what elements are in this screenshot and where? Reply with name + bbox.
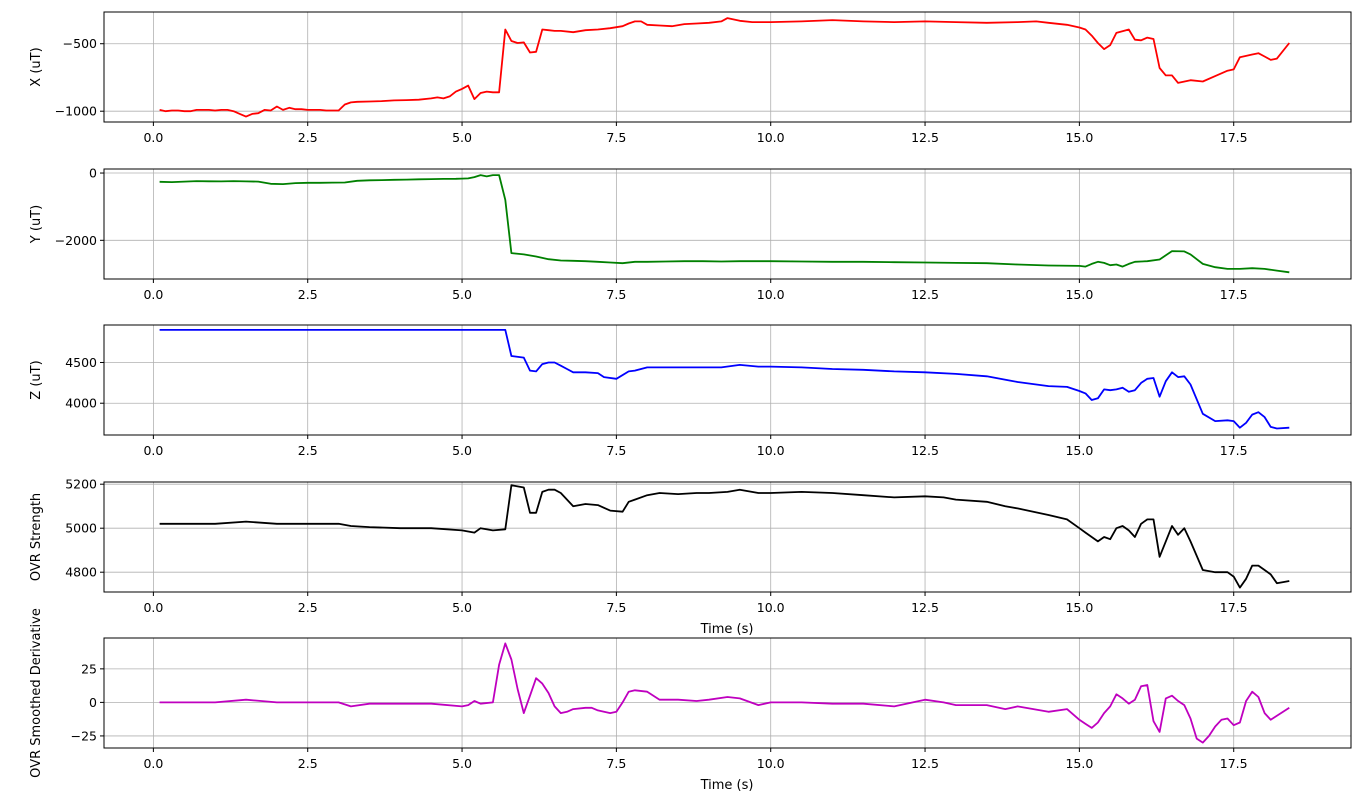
plot-frame	[103, 11, 1352, 123]
x-tick-label: 17.5	[1220, 130, 1248, 145]
y-tick-label: 4800	[65, 565, 97, 580]
x-axis-panel: 0.0 2.5 5.0 7.5 10.0 12.5 15.0 17.5 −1000 −500 X (…	[29, 11, 1352, 145]
x-tick-label: 7.5	[606, 756, 626, 771]
x-tick-label: 10.0	[757, 756, 785, 771]
y-axis-label: OVR Strength	[29, 493, 44, 581]
x-tick-label: 7.5	[606, 443, 626, 458]
x-tick-label: 15.0	[1065, 600, 1093, 615]
series-line	[159, 484, 1290, 589]
x-tick-label: 7.5	[606, 130, 626, 145]
plot-frame	[103, 324, 1352, 436]
x-tick-label: 2.5	[298, 287, 318, 302]
x-tick-label: 15.0	[1065, 756, 1093, 771]
x-tick-label: 12.5	[911, 756, 939, 771]
x-tick-label: 17.5	[1220, 287, 1248, 302]
x-axis-label: Time (s)	[700, 778, 754, 793]
x-tick-label: 10.0	[757, 130, 785, 145]
x-tick-label: 15.0	[1065, 130, 1093, 145]
x-tick-label: 0.0	[143, 756, 163, 771]
z-axis-panel: 0.0 2.5 5.0 7.5 10.0 12.5 15.0 17.5 4000 4500 Z (u…	[29, 324, 1352, 458]
x-tick-label: 17.5	[1220, 443, 1248, 458]
x-tick-label: 5.0	[452, 600, 472, 615]
y-tick-label: 4500	[65, 355, 97, 370]
x-tick-label: 2.5	[298, 130, 318, 145]
x-tick-label: 15.0	[1065, 443, 1093, 458]
y-tick-label: −25	[71, 728, 97, 743]
x-tick-label: 0.0	[143, 600, 163, 615]
x-tick-label: 12.5	[911, 443, 939, 458]
y-axis-label: Y (uT)	[29, 205, 44, 244]
plot-frame	[103, 481, 1352, 593]
y-tick-label: 0	[89, 695, 97, 710]
x-tick-label: 7.5	[606, 600, 626, 615]
y-axis-label: X (uT)	[29, 47, 44, 86]
x-tick-label: 12.5	[911, 130, 939, 145]
plot-frame	[103, 168, 1352, 280]
y-tick-label: −1000	[55, 104, 97, 119]
y-tick-label: 4000	[65, 396, 97, 411]
y-axis-label: OVR Smoothed Derivative	[29, 608, 44, 778]
x-tick-label: 12.5	[911, 287, 939, 302]
y-tick-label: −2000	[55, 233, 97, 248]
x-tick-label: 5.0	[452, 287, 472, 302]
x-tick-label: 2.5	[298, 443, 318, 458]
x-tick-label: 2.5	[298, 600, 318, 615]
x-tick-label: 5.0	[452, 130, 472, 145]
y-tick-label: −500	[63, 36, 97, 51]
x-tick-label: 10.0	[757, 287, 785, 302]
strength-panel: 0.0 2.5 5.0 7.5 10.0 12.5 15.0 17.5 4800 5000 5200…	[29, 477, 1352, 637]
x-tick-label: 0.0	[143, 130, 163, 145]
x-tick-label: 2.5	[298, 756, 318, 771]
y-tick-label: 5000	[65, 521, 97, 536]
series-line	[159, 174, 1290, 274]
x-tick-label: 15.0	[1065, 287, 1093, 302]
x-tick-label: 5.0	[452, 756, 472, 771]
x-tick-label: 12.5	[911, 600, 939, 615]
y-tick-label: 5200	[65, 477, 97, 492]
y-tick-label: 25	[81, 661, 97, 676]
y-axis-label: Z (uT)	[29, 360, 44, 399]
y-axis-panel: 0.0 2.5 5.0 7.5 10.0 12.5 15.0 17.5 −2000 0 Y (uT)	[29, 166, 1352, 302]
series-line	[159, 17, 1291, 118]
x-tick-label: 10.0	[757, 600, 785, 615]
plot-frame	[103, 637, 1352, 749]
x-tick-label: 17.5	[1220, 756, 1248, 771]
derivative-panel: 0.0 2.5 5.0 7.5 10.0 12.5 15.0 17.5 −25 0 25 OVR Sm…	[29, 608, 1352, 793]
x-tick-label: 5.0	[452, 443, 472, 458]
x-axis-label: Time (s)	[700, 622, 754, 637]
x-tick-label: 17.5	[1220, 600, 1248, 615]
series-line	[159, 642, 1290, 744]
x-tick-label: 7.5	[606, 287, 626, 302]
x-tick-label: 0.0	[143, 443, 163, 458]
y-tick-label: 0	[89, 166, 97, 181]
series-line	[159, 328, 1290, 430]
x-tick-label: 10.0	[757, 443, 785, 458]
x-tick-label: 0.0	[143, 287, 163, 302]
